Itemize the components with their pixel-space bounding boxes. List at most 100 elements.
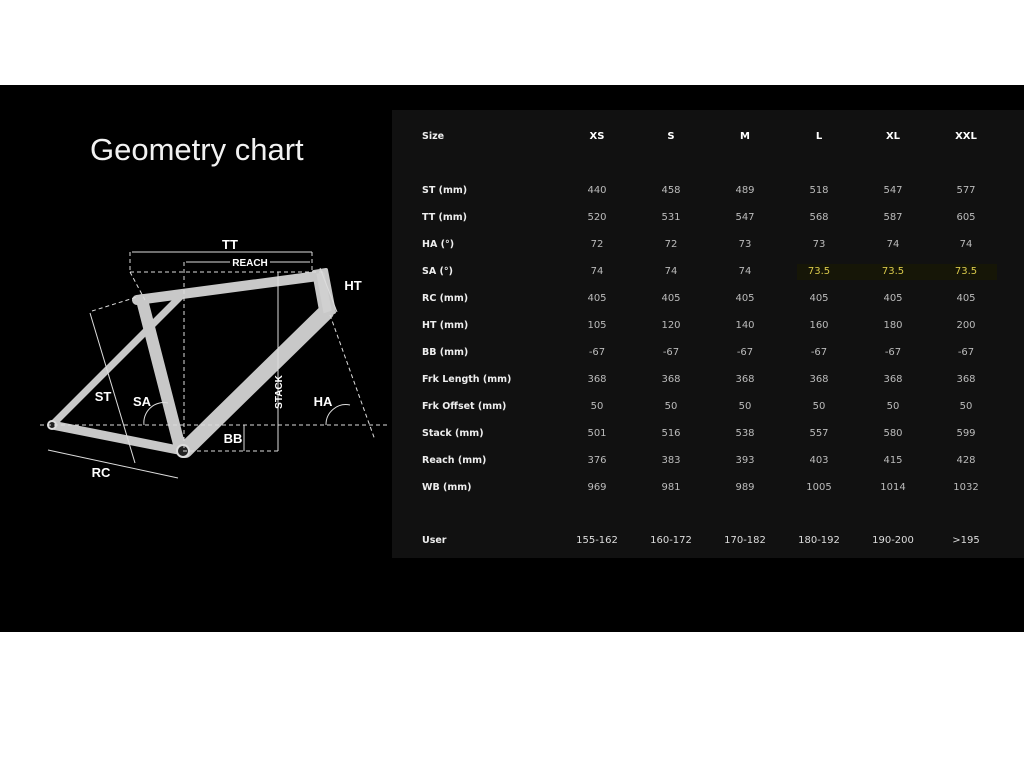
row-label: BB (mm) xyxy=(422,347,469,358)
table-cell: 489 xyxy=(735,185,755,196)
table-cell: 405 xyxy=(883,293,903,304)
row-label: Stack (mm) xyxy=(422,428,484,439)
table-cell: 368 xyxy=(735,374,755,385)
table-cell: 190-200 xyxy=(872,535,914,546)
sa-label: SA xyxy=(133,394,152,409)
table-cell: -67 xyxy=(810,347,828,358)
table-row: Reach (mm) 376 383 393 403 415 428 xyxy=(392,451,1024,471)
table-cell: 518 xyxy=(809,185,829,196)
table-row: RC (mm) 405 405 405 405 405 405 xyxy=(392,289,1024,309)
table-cell: 74 xyxy=(664,266,678,277)
page-title: Geometry chart xyxy=(90,132,304,167)
ha-label: HA xyxy=(314,394,333,409)
user-row: User 155-162 160-172 170-182 180-192 190-200 >… xyxy=(392,531,1024,551)
table-cell: 73.5 xyxy=(954,266,978,277)
size-header-xl: XL xyxy=(885,131,901,142)
table-cell: -67 xyxy=(736,347,754,358)
table-cell: 74 xyxy=(886,239,900,250)
table-cell: 538 xyxy=(735,428,755,439)
table-cell: 405 xyxy=(956,293,976,304)
st-label: ST xyxy=(95,389,112,404)
table-cell: 428 xyxy=(956,455,976,466)
table-cell: 383 xyxy=(661,455,681,466)
row-label: RC (mm) xyxy=(422,293,469,304)
row-label: HA (°) xyxy=(422,239,455,250)
table-row: WB (mm) 969 981 989 1005 1014 1032 xyxy=(392,478,1024,498)
table-cell: 415 xyxy=(883,455,903,466)
reach-label: REACH xyxy=(232,258,268,269)
bike-frame-diagram: TT REACH HT ST SA STACK HA BB RC xyxy=(40,237,390,480)
table-cell: 140 xyxy=(735,320,755,331)
row-label: HT (mm) xyxy=(422,320,469,331)
table-row: SA (°) 74 74 74 73.5 73.5 73.5 xyxy=(392,262,1024,282)
geometry-table: Size XS S M L XL XXL ST (mm) 440 458 489 518 547 57… xyxy=(392,110,1024,558)
table-cell: 73 xyxy=(812,239,826,250)
table-cell: 1032 xyxy=(953,482,979,493)
table-cell: 200 xyxy=(956,320,976,331)
table-cell: 531 xyxy=(661,212,681,223)
table-cell: -67 xyxy=(957,347,975,358)
table-cell: 393 xyxy=(735,455,755,466)
table-cell: 50 xyxy=(590,401,604,412)
size-header-m: M xyxy=(740,131,750,142)
bb-label: BB xyxy=(224,431,243,446)
table-cell: 368 xyxy=(883,374,903,385)
table-cell: 989 xyxy=(735,482,755,493)
table-row: Stack (mm) 501 516 538 557 580 599 xyxy=(392,424,1024,444)
table-cell: 72 xyxy=(590,239,604,250)
table-cell: 580 xyxy=(883,428,903,439)
table-cell: 587 xyxy=(883,212,903,223)
table-cell: 440 xyxy=(587,185,607,196)
table-cell: 516 xyxy=(661,428,681,439)
row-label: ST (mm) xyxy=(422,185,468,196)
table-cell: 155-162 xyxy=(576,535,618,546)
row-label: WB (mm) xyxy=(422,482,472,493)
table-row: ST (mm) 440 458 489 518 547 577 xyxy=(392,181,1024,201)
row-label: Frk Offset (mm) xyxy=(422,401,507,412)
table-cell: 180 xyxy=(883,320,903,331)
table-cell: 120 xyxy=(661,320,681,331)
table-cell: 405 xyxy=(587,293,607,304)
table-cell: 547 xyxy=(883,185,903,196)
table-cell: 105 xyxy=(587,320,607,331)
table-cell: 405 xyxy=(735,293,755,304)
table-cell: 368 xyxy=(661,374,681,385)
table-cell: 50 xyxy=(959,401,973,412)
table-row: TT (mm) 520 531 547 568 587 605 xyxy=(392,208,1024,228)
size-header: Size xyxy=(422,131,445,142)
table-cell: 160 xyxy=(809,320,829,331)
row-label: SA (°) xyxy=(422,266,453,277)
table-cell: 577 xyxy=(956,185,976,196)
row-label: TT (mm) xyxy=(422,212,467,223)
table-row: HT (mm) 105 120 140 160 180 200 xyxy=(392,316,1024,336)
table-cell: 458 xyxy=(661,185,681,196)
table-cell: 368 xyxy=(956,374,976,385)
table-cell: 568 xyxy=(809,212,829,223)
table-header-row: Size XS S M L XL XXL xyxy=(392,127,1024,147)
table-cell: 403 xyxy=(809,455,829,466)
stack-label: STACK xyxy=(274,374,285,408)
row-label: Reach (mm) xyxy=(422,455,487,466)
highlight-band xyxy=(797,264,997,280)
table-cell: 72 xyxy=(664,239,678,250)
table-cell: -67 xyxy=(662,347,680,358)
size-header-xxl: XXL xyxy=(955,131,977,142)
table-cell: 981 xyxy=(661,482,681,493)
table-cell: 50 xyxy=(738,401,752,412)
table-cell: 405 xyxy=(661,293,681,304)
row-label: Frk Length (mm) xyxy=(422,374,512,385)
table-cell: 74 xyxy=(738,266,752,277)
table-cell: 969 xyxy=(587,482,607,493)
table-cell: 405 xyxy=(809,293,829,304)
size-header-s: S xyxy=(667,131,675,142)
size-header-xs: XS xyxy=(589,131,605,142)
table-cell: 50 xyxy=(886,401,900,412)
slide: Geometry chart xyxy=(0,85,1024,632)
table-cell: 50 xyxy=(664,401,678,412)
table-row: BB (mm) -67 -67 -67 -67 -67 -67 xyxy=(392,343,1024,363)
table-cell: 605 xyxy=(956,212,976,223)
table-cell: -67 xyxy=(884,347,902,358)
table-cell: 520 xyxy=(587,212,607,223)
table-cell: 557 xyxy=(809,428,829,439)
table-cell: 368 xyxy=(809,374,829,385)
